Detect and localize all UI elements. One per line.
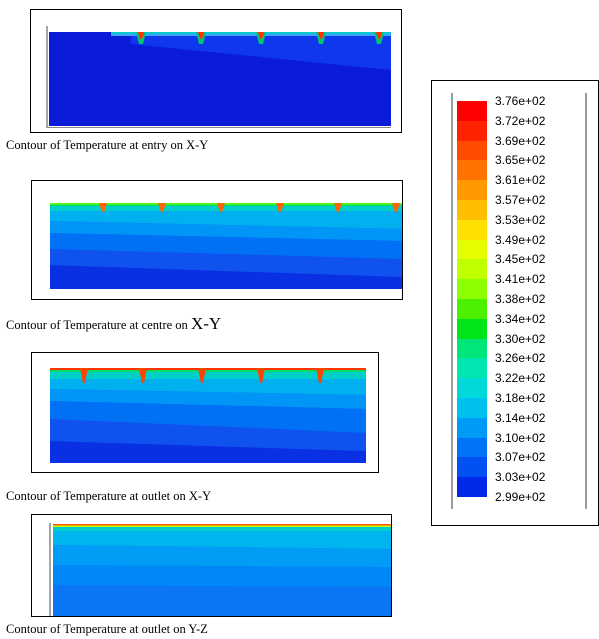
contour-plot-entry-xy [46, 26, 391, 128]
legend-label: 3.65e+02 [495, 153, 546, 168]
legend-label: 3.30e+02 [495, 331, 546, 346]
caption-outlet-xy: Contour of Temperature at outlet on X-Y [6, 489, 211, 504]
legend-label: 3.45e+02 [495, 252, 546, 267]
legend-swatch [457, 160, 487, 181]
legend-label: 3.69e+02 [495, 133, 546, 148]
legend-swatch [457, 378, 487, 399]
legend-label: 3.38e+02 [495, 292, 546, 306]
legend-swatch [457, 200, 487, 221]
legend-swatch [457, 219, 487, 241]
legend-swatch [457, 180, 487, 201]
legend-swatch [457, 477, 487, 498]
caption-outlet-yz: Contour of Temperature at outlet on Y-Z [6, 622, 208, 637]
contour-panel-outlet-xy [31, 352, 379, 473]
caption-centre-xy-text: Contour of Temperature at centre on [6, 318, 191, 332]
legend-label: 3.76e+02 [495, 94, 546, 108]
caption-entry-xy-text: Contour of Temperature at entry on X-Y [6, 138, 209, 152]
caption-outlet-yz-text: Contour of Temperature at outlet on Y-Z [6, 622, 208, 636]
contour-plot-centre-xy [50, 203, 402, 289]
legend-label: 3.53e+02 [495, 212, 546, 227]
legend-label: 3.41e+02 [495, 272, 546, 287]
legend-swatch [457, 259, 487, 280]
hot-fins-centre [99, 203, 400, 212]
legend-label: 3.72e+02 [495, 113, 546, 128]
legend-swatch [457, 437, 487, 458]
caption-centre-xy: Contour of Temperature at centre on X-Y [6, 314, 221, 334]
legend-label: 3.57e+02 [495, 193, 546, 207]
legend-label: 3.10e+02 [495, 430, 546, 445]
legend-swatch [457, 318, 487, 340]
legend-label: 3.26e+02 [495, 351, 546, 366]
legend-label: 3.49e+02 [495, 232, 546, 247]
contour-panel-centre-xy [31, 180, 403, 300]
legend-label: 3.07e+02 [495, 450, 546, 465]
legend-label: 2.99e+02 [495, 490, 546, 504]
contour-plot-outlet-xy [50, 368, 366, 463]
legend-colorbar [457, 101, 487, 498]
legend-swatch [457, 140, 487, 161]
legend-label: 3.34e+02 [495, 311, 546, 326]
legend-swatch [457, 120, 487, 142]
legend-swatch [457, 338, 487, 359]
contour-panel-outlet-yz [31, 514, 392, 617]
legend-inner-frame: 3.76e+02 3.72e+02 3.69e+02 3.65e+02 3.61e+02… [451, 93, 587, 509]
legend-label: 3.14e+02 [495, 410, 546, 425]
hot-fins-outlet [80, 368, 324, 383]
legend-swatch [457, 299, 487, 320]
caption-entry-xy: Contour of Temperature at entry on X-Y [6, 138, 208, 153]
legend-swatch [457, 279, 487, 300]
legend-swatch [457, 457, 487, 478]
legend-swatch [457, 101, 487, 122]
legend-swatch [457, 239, 487, 260]
contour-panel-entry-xy [30, 9, 402, 133]
legend-label: 3.61e+02 [495, 173, 546, 188]
caption-outlet-xy-text: Contour of Temperature at outlet on X-Y [6, 489, 212, 503]
temperature-legend: 3.76e+02 3.72e+02 3.69e+02 3.65e+02 3.61e+02… [431, 80, 599, 526]
legend-label: 3.22e+02 [495, 371, 546, 386]
hot-fins-entry [136, 32, 384, 44]
contour-plot-outlet-yz [49, 523, 391, 616]
caption-centre-xy-suffix: X-Y [190, 314, 222, 333]
legend-label: 3.03e+02 [495, 470, 546, 485]
legend-swatch [457, 417, 487, 439]
legend-label: 3.18e+02 [495, 391, 546, 405]
legend-swatch [457, 398, 487, 419]
legend-swatch [457, 358, 487, 379]
